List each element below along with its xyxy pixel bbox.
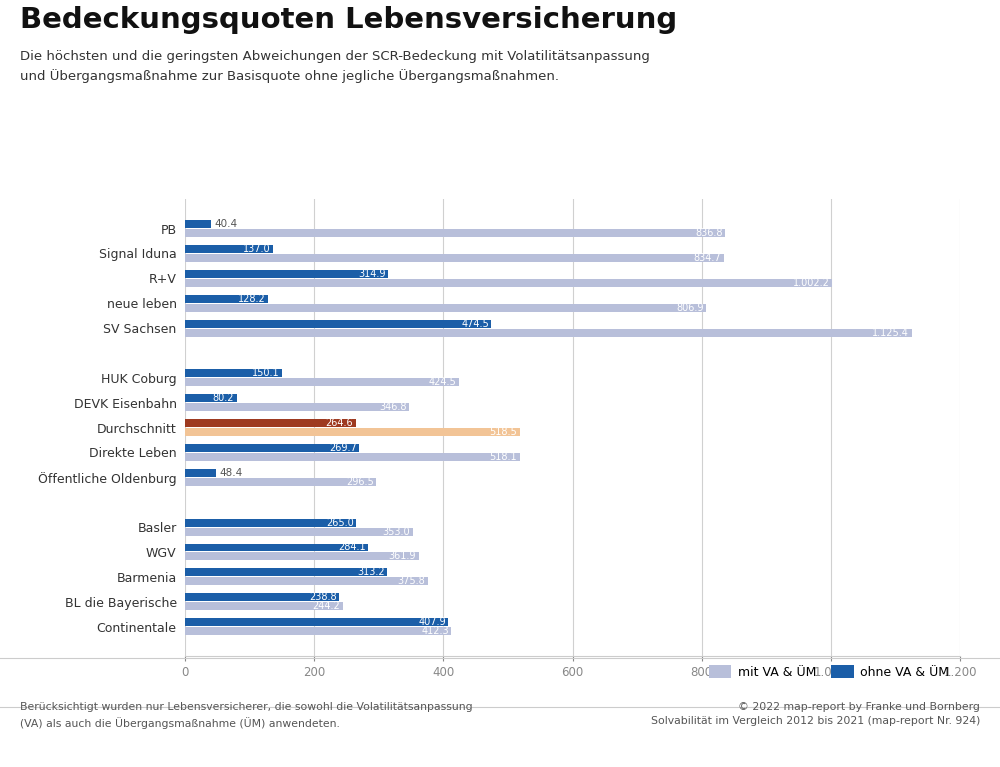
Text: 264.6: 264.6 [326, 418, 353, 428]
Text: 518.1: 518.1 [489, 452, 517, 462]
Text: 244.2: 244.2 [312, 601, 340, 611]
Text: 296.5: 296.5 [346, 477, 374, 487]
Bar [185, 270, 388, 278]
Text: 407.9: 407.9 [418, 617, 446, 627]
Bar [185, 528, 413, 535]
Bar [185, 568, 387, 576]
Bar [185, 279, 832, 287]
Bar [185, 444, 359, 452]
Bar [185, 453, 520, 461]
Text: 1.002.2: 1.002.2 [793, 278, 830, 288]
Bar [185, 295, 268, 303]
Bar [185, 428, 520, 436]
Text: 284.1: 284.1 [338, 542, 366, 552]
Text: 150.1: 150.1 [252, 368, 279, 378]
Text: Die höchsten und die geringsten Abweichungen der SCR-Bedeckung mit Volatilitätsa: Die höchsten und die geringsten Abweichu… [20, 50, 650, 84]
Bar [185, 478, 376, 486]
Bar [185, 245, 273, 253]
Bar [185, 320, 491, 328]
Text: 48.4: 48.4 [219, 468, 243, 478]
Bar [185, 618, 448, 626]
Text: 314.9: 314.9 [358, 269, 386, 279]
Text: 806.9: 806.9 [676, 303, 704, 313]
Text: 424.5: 424.5 [429, 377, 457, 387]
Bar [185, 370, 282, 377]
Bar [185, 578, 428, 585]
Bar [185, 378, 459, 387]
Bar [185, 593, 339, 601]
Text: © 2022 map-report by Franke und Bornberg
Solvabilität im Vergleich 2012 bis 2021: © 2022 map-report by Franke und Bornberg… [651, 702, 980, 726]
Bar [185, 602, 343, 611]
Bar [185, 544, 368, 551]
Text: 265.0: 265.0 [326, 518, 354, 528]
Text: 836.8: 836.8 [695, 228, 723, 238]
Bar [185, 627, 451, 635]
Text: 375.8: 375.8 [397, 576, 425, 586]
Text: 361.9: 361.9 [389, 551, 416, 561]
Bar [185, 229, 725, 237]
Text: 518.5: 518.5 [490, 427, 517, 437]
Text: 353.0: 353.0 [383, 527, 410, 537]
Bar [185, 254, 724, 262]
Text: 128.2: 128.2 [237, 294, 265, 304]
Text: Bedeckungsquoten Lebensversicherung: Bedeckungsquoten Lebensversicherung [20, 6, 677, 35]
Bar [185, 403, 409, 411]
Text: 834.7: 834.7 [694, 253, 721, 263]
Text: 80.2: 80.2 [213, 393, 234, 403]
Bar [185, 419, 356, 427]
Text: 313.2: 313.2 [357, 568, 385, 578]
Text: Berücksichtigt wurden nur Lebensversicherer, die sowohl die Volatilitätsanpassun: Berücksichtigt wurden nur Lebensversiche… [20, 702, 473, 729]
Bar [185, 220, 211, 228]
Text: 412.3: 412.3 [421, 626, 449, 636]
Text: 40.4: 40.4 [214, 219, 237, 229]
Legend: mit VA & ÜM, ohne VA & ÜM: mit VA & ÜM, ohne VA & ÜM [704, 660, 954, 684]
Bar [185, 394, 237, 402]
Bar [185, 469, 216, 477]
Bar [185, 304, 706, 311]
Bar [185, 518, 356, 527]
Text: 1.125.4: 1.125.4 [872, 328, 909, 337]
Text: 269.7: 269.7 [329, 443, 357, 453]
Text: 474.5: 474.5 [461, 318, 489, 328]
Bar [185, 328, 912, 337]
Text: 346.8: 346.8 [379, 402, 406, 412]
Text: 137.0: 137.0 [243, 244, 271, 254]
Text: 238.8: 238.8 [309, 592, 337, 602]
Bar [185, 552, 419, 561]
